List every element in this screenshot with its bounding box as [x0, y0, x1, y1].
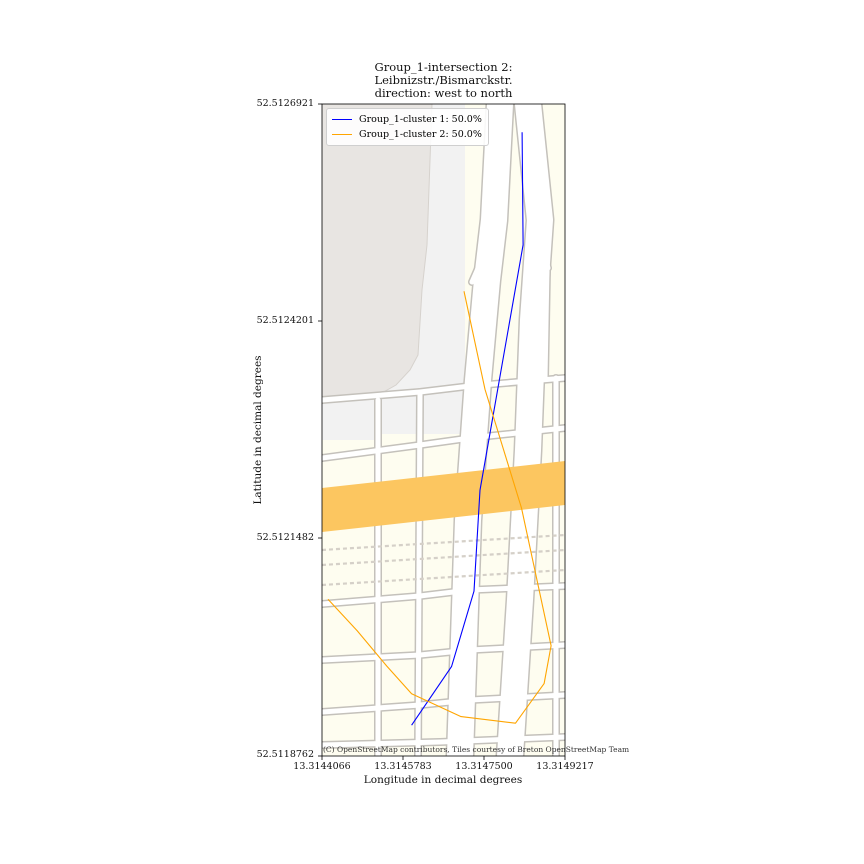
- road-fills: [322, 104, 565, 756]
- trajectory-series: [327, 132, 552, 726]
- title-line-2: Leibnizstr./Bismarckstr.: [374, 73, 513, 87]
- footways: [322, 533, 565, 587]
- x-tick-label: 13.3149217: [536, 761, 594, 772]
- title-line-3: direction: west to north: [374, 86, 513, 100]
- street-cross-5: [322, 642, 565, 663]
- legend-entry: Group_1-cluster 1: 50.0%: [332, 112, 482, 127]
- trajectory-cluster-1: [411, 132, 524, 726]
- street-east-boulevard: [497, 104, 553, 756]
- legend-label: Group_1-cluster 1: 50.0%: [359, 114, 482, 125]
- primary-road: [322, 475, 565, 532]
- street-cross-6: [322, 692, 565, 715]
- map-tiles: [322, 104, 565, 756]
- x-tick-label: 13.3144066: [293, 761, 351, 772]
- footway-path: [322, 533, 565, 552]
- trajectory-cluster-2: [327, 291, 552, 724]
- y-axis-label: Latitude in decimal degrees: [252, 355, 264, 505]
- plaza-area: [322, 400, 377, 440]
- legend: Group_1-cluster 1: 50.0% Group_1-cluster…: [326, 108, 489, 146]
- x-tick-label: 13.3147500: [455, 761, 513, 772]
- x-tick-label: 13.3145783: [374, 761, 432, 772]
- footway-path: [322, 568, 565, 587]
- street-west-boulevard: [447, 104, 513, 756]
- street-cross-7: [322, 734, 565, 748]
- map-attribution: (C) OpenStreetMap contributors, Tiles co…: [323, 745, 630, 754]
- y-tick-label: 52.5126921: [256, 98, 314, 109]
- street-cross-upper: [322, 375, 565, 403]
- tick-marks: [318, 103, 566, 760]
- street-cross-2: [322, 425, 565, 461]
- street-vertical-2: [415, 389, 423, 756]
- building-area: [322, 104, 433, 401]
- primary-roads: [322, 461, 565, 532]
- street-median-east: [532, 104, 551, 271]
- legend-label: Group_1-cluster 2: 50.0%: [359, 129, 482, 140]
- y-tick-label: 52.5124201: [256, 315, 314, 326]
- x-axis-label: Longitude in decimal degrees: [363, 774, 523, 786]
- title-line-1: Group_1-intersection 2:: [374, 60, 513, 74]
- plot-frame: [321, 103, 566, 757]
- street-cross-4: [322, 583, 565, 607]
- street-vertical-4: [542, 265, 550, 381]
- footway-path: [322, 548, 565, 567]
- legend-swatch-cluster-2: [332, 134, 352, 135]
- street-median-west: [469, 104, 511, 285]
- legend-swatch-cluster-1: [332, 119, 352, 120]
- legend-entry: Group_1-cluster 2: 50.0%: [332, 127, 482, 142]
- y-tick-label: 52.5121482: [256, 532, 314, 543]
- y-tick-label: 52.5118762: [256, 749, 314, 760]
